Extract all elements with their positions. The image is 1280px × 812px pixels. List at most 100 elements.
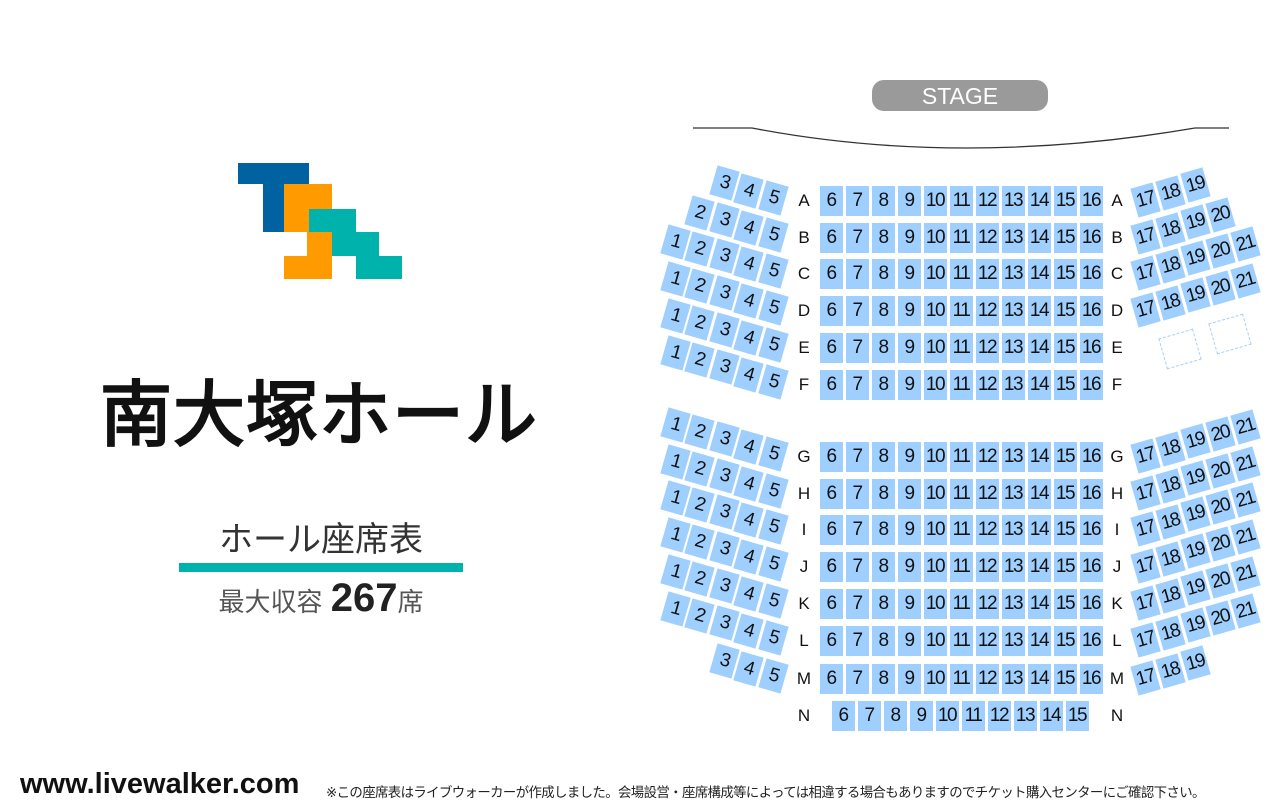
seat-H12[interactable]: 12 [975,479,999,509]
seat-E15[interactable]: 15 [1053,333,1077,363]
seat-F7[interactable]: 7 [845,370,869,400]
seat-G8[interactable]: 8 [871,442,895,472]
seat-M16[interactable]: 16 [1079,664,1103,694]
seat-M15[interactable]: 15 [1053,664,1077,694]
seat-M6[interactable]: 6 [819,664,843,694]
seat-M10[interactable]: 10 [923,664,947,694]
seat-M8[interactable]: 8 [871,664,895,694]
seat-L12[interactable]: 12 [975,626,999,656]
seat-F12[interactable]: 12 [975,370,999,400]
seat-K9[interactable]: 9 [897,589,921,619]
seat-A9[interactable]: 9 [897,186,921,216]
seat-E12[interactable]: 12 [975,333,999,363]
seat-E13[interactable]: 13 [1001,333,1025,363]
seat-K8[interactable]: 8 [871,589,895,619]
seat-H16[interactable]: 16 [1079,479,1103,509]
seat-G9[interactable]: 9 [897,442,921,472]
seat-N9[interactable]: 9 [909,701,933,731]
seat-J8[interactable]: 8 [871,552,895,582]
seat-N6[interactable]: 6 [831,701,855,731]
seat-B9[interactable]: 9 [897,223,921,253]
seat-H7[interactable]: 7 [845,479,869,509]
seat-K14[interactable]: 14 [1027,589,1051,619]
seat-N8[interactable]: 8 [883,701,907,731]
seat-D7[interactable]: 7 [845,296,869,326]
seat-F16[interactable]: 16 [1079,370,1103,400]
seat-A15[interactable]: 15 [1053,186,1077,216]
seat-I8[interactable]: 8 [871,515,895,545]
seat-K15[interactable]: 15 [1053,589,1077,619]
seat-F6[interactable]: 6 [819,370,843,400]
seat-I12[interactable]: 12 [975,515,999,545]
seat-E8[interactable]: 8 [871,333,895,363]
seat-C14[interactable]: 14 [1027,259,1051,289]
seat-L9[interactable]: 9 [897,626,921,656]
seat-C6[interactable]: 6 [819,259,843,289]
seat-I9[interactable]: 9 [897,515,921,545]
seat-J9[interactable]: 9 [897,552,921,582]
seat-F8[interactable]: 8 [871,370,895,400]
seat-K13[interactable]: 13 [1001,589,1025,619]
seat-K10[interactable]: 10 [923,589,947,619]
seat-I15[interactable]: 15 [1053,515,1077,545]
seat-I13[interactable]: 13 [1001,515,1025,545]
seat-M7[interactable]: 7 [845,664,869,694]
seat-K16[interactable]: 16 [1079,589,1103,619]
seat-A6[interactable]: 6 [819,186,843,216]
seat-A13[interactable]: 13 [1001,186,1025,216]
seat-I14[interactable]: 14 [1027,515,1051,545]
seat-I11[interactable]: 11 [949,515,973,545]
seat-G11[interactable]: 11 [949,442,973,472]
seat-I6[interactable]: 6 [819,515,843,545]
seat-M13[interactable]: 13 [1001,664,1025,694]
seat-C7[interactable]: 7 [845,259,869,289]
seat-C9[interactable]: 9 [897,259,921,289]
seat-L10[interactable]: 10 [923,626,947,656]
seat-L7[interactable]: 7 [845,626,869,656]
seat-M12[interactable]: 12 [975,664,999,694]
seat-C11[interactable]: 11 [949,259,973,289]
seat-F14[interactable]: 14 [1027,370,1051,400]
seat-I7[interactable]: 7 [845,515,869,545]
seat-N12[interactable]: 12 [987,701,1011,731]
seat-C16[interactable]: 16 [1079,259,1103,289]
seat-L13[interactable]: 13 [1001,626,1025,656]
seat-A10[interactable]: 10 [923,186,947,216]
seat-N13[interactable]: 13 [1013,701,1037,731]
seat-H8[interactable]: 8 [871,479,895,509]
seat-H14[interactable]: 14 [1027,479,1051,509]
seat-M14[interactable]: 14 [1027,664,1051,694]
seat-K6[interactable]: 6 [819,589,843,619]
seat-D15[interactable]: 15 [1053,296,1077,326]
seat-C12[interactable]: 12 [975,259,999,289]
seat-L14[interactable]: 14 [1027,626,1051,656]
seat-G16[interactable]: 16 [1079,442,1103,472]
website-link[interactable]: www.livewalker.com [20,768,300,800]
seat-D16[interactable]: 16 [1079,296,1103,326]
seat-J12[interactable]: 12 [975,552,999,582]
seat-H15[interactable]: 15 [1053,479,1077,509]
seat-B12[interactable]: 12 [975,223,999,253]
seat-J11[interactable]: 11 [949,552,973,582]
seat-H9[interactable]: 9 [897,479,921,509]
seat-B13[interactable]: 13 [1001,223,1025,253]
seat-N7[interactable]: 7 [857,701,881,731]
seat-B16[interactable]: 16 [1079,223,1103,253]
seat-E6[interactable]: 6 [819,333,843,363]
seat-J14[interactable]: 14 [1027,552,1051,582]
seat-K12[interactable]: 12 [975,589,999,619]
seat-H6[interactable]: 6 [819,479,843,509]
seat-D6[interactable]: 6 [819,296,843,326]
seat-G6[interactable]: 6 [819,442,843,472]
seat-D9[interactable]: 9 [897,296,921,326]
seat-J16[interactable]: 16 [1079,552,1103,582]
seat-K7[interactable]: 7 [845,589,869,619]
seat-I10[interactable]: 10 [923,515,947,545]
seat-F10[interactable]: 10 [923,370,947,400]
seat-D11[interactable]: 11 [949,296,973,326]
seat-L11[interactable]: 11 [949,626,973,656]
seat-F11[interactable]: 11 [949,370,973,400]
seat-E7[interactable]: 7 [845,333,869,363]
seat-C15[interactable]: 15 [1053,259,1077,289]
seat-A7[interactable]: 7 [845,186,869,216]
